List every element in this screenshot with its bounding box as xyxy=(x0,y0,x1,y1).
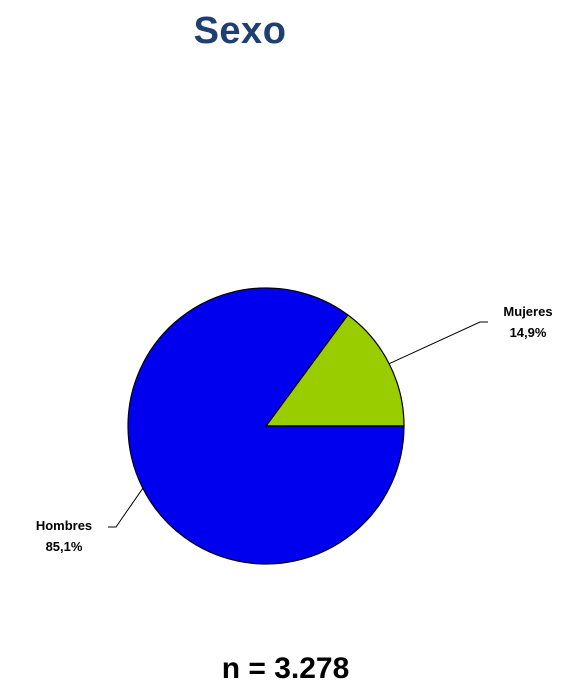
chart-title: Sexo xyxy=(193,10,287,52)
leader-line-mujeres xyxy=(388,321,488,365)
slice-label-hombres: Hombres xyxy=(36,518,92,533)
leader-line-hombres xyxy=(108,488,144,528)
pie-slices xyxy=(127,287,405,565)
sample-size-note: n = 3.278 xyxy=(221,652,350,685)
pie-slice-hombres xyxy=(127,287,405,565)
slice-label-mujeres: Mujeres xyxy=(503,304,552,319)
slice-value-hombres: 85,1% xyxy=(46,539,83,554)
slice-value-mujeres: 14,9% xyxy=(510,325,547,340)
pie-slice-mujeres xyxy=(264,314,405,427)
leader-lines xyxy=(108,321,488,528)
